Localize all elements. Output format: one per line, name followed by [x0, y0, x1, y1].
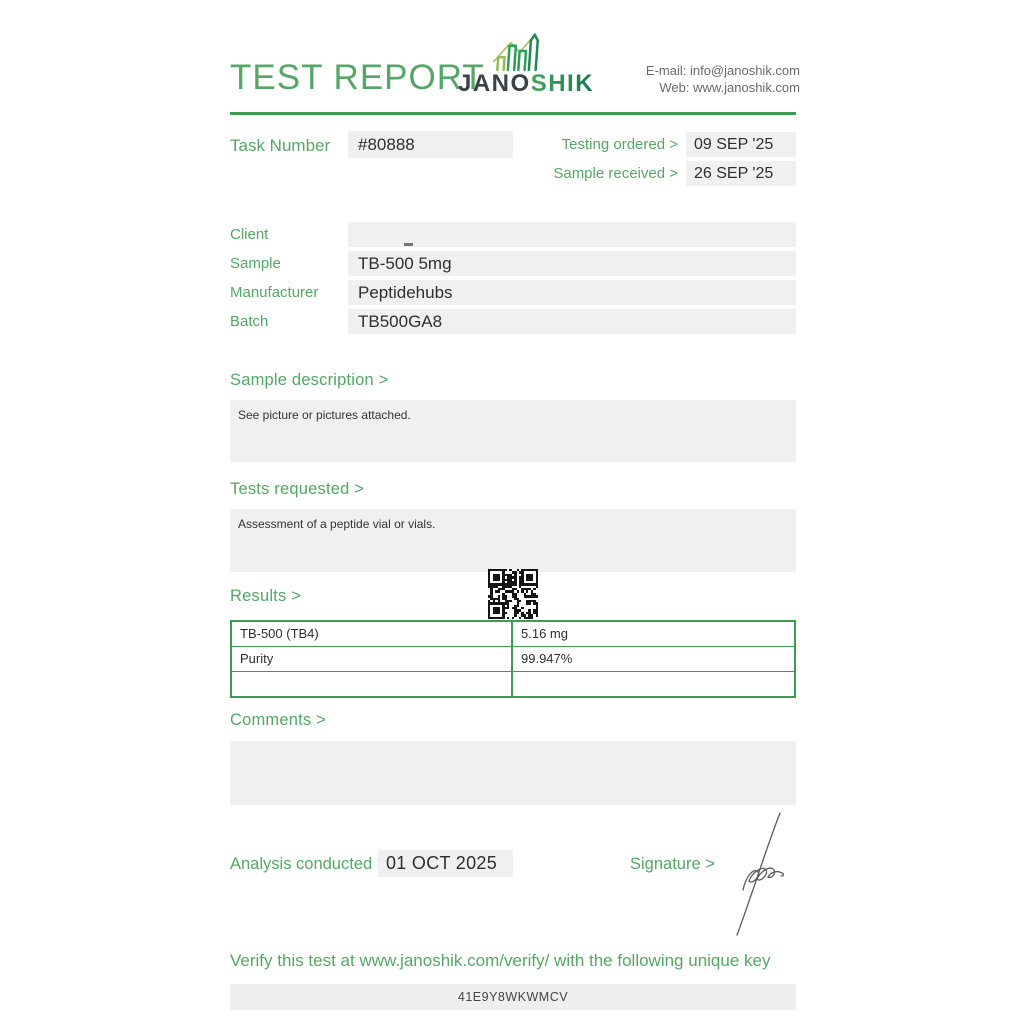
- testing-ordered-label: Testing ordered >: [561, 136, 678, 153]
- task-number-label: Task Number: [230, 136, 331, 155]
- tests-requested-box: Assessment of a peptide vial or vials.: [230, 509, 796, 572]
- bar-chart-growth-icon: [492, 33, 540, 72]
- sample-received-date: 26 SEP '25: [686, 161, 796, 186]
- table-row: Purity 99.947%: [232, 647, 794, 672]
- signature-scribble: [736, 812, 785, 936]
- logo-text-shik: SHIK: [530, 70, 595, 97]
- analysis-conducted-label: Analysis conducted >: [230, 855, 387, 873]
- sample-received-row: Sample received > 26 SEP '25: [553, 161, 796, 186]
- email-line: E-mail: info@janoshik.com: [645, 63, 800, 78]
- logo-text-jano: JANO: [458, 70, 531, 97]
- table-row: TB-500 (TB4) 5.16 mg: [232, 622, 794, 647]
- result-name: Purity: [232, 647, 513, 671]
- web-line: Web: www.janoshik.com: [659, 80, 800, 95]
- client-label: Client: [230, 226, 269, 243]
- manufacturer-label: Manufacturer: [230, 284, 319, 301]
- sample-value: TB-500 5mg: [348, 251, 796, 276]
- results-heading: Results >: [230, 587, 302, 605]
- janoshik-logo: JANOSHIK: [458, 30, 593, 97]
- manufacturer-row: Manufacturer Peptidehubs: [230, 280, 796, 305]
- batch-label: Batch: [230, 313, 269, 330]
- signature-label: Signature >: [630, 855, 715, 873]
- test-report-page: TEST REPORT JANOSHIK E-mail: info@janosh…: [230, 0, 800, 1024]
- result-value: [513, 672, 794, 696]
- analysis-date: 01 OCT 2025: [378, 850, 513, 877]
- testing-ordered-date: 09 SEP '25: [686, 132, 796, 157]
- verify-text: Verify this test at www.janoshik.com/ver…: [230, 951, 771, 970]
- sample-description-heading: Sample description >: [230, 371, 389, 389]
- result-name: [232, 672, 513, 696]
- batch-row: Batch TB500GA8: [230, 309, 796, 334]
- logo-wordmark: JANOSHIK: [458, 70, 593, 97]
- manufacturer-value: Peptidehubs: [348, 280, 796, 305]
- task-number-value: #80888: [348, 131, 513, 158]
- sample-description-box: See picture or pictures attached.: [230, 400, 796, 462]
- result-value: 5.16 mg: [521, 626, 568, 641]
- sample-row: Sample TB-500 5mg: [230, 251, 796, 276]
- batch-value: TB500GA8: [348, 309, 796, 334]
- contact-block: E-mail: info@janoshik.com Web: www.janos…: [646, 62, 800, 96]
- client-value: [348, 222, 796, 247]
- sample-received-label: Sample received >: [553, 165, 678, 182]
- comments-box: [230, 741, 796, 805]
- client-redaction-mark: [404, 243, 413, 246]
- sample-label: Sample: [230, 255, 281, 272]
- client-row: Client: [230, 222, 796, 247]
- header-divider: [230, 112, 796, 115]
- result-value: 99.947%: [521, 651, 573, 666]
- tests-requested-heading: Tests requested >: [230, 480, 365, 498]
- results-table: TB-500 (TB4) 5.16 mg Purity 99.947%: [230, 620, 796, 698]
- result-name: TB-500 (TB4): [232, 622, 513, 646]
- table-row: [232, 672, 794, 696]
- page-title: TEST REPORT: [230, 58, 485, 97]
- testing-ordered-row: Testing ordered > 09 SEP '25: [562, 132, 796, 157]
- qr-code: [488, 569, 538, 619]
- unique-key: 41E9Y8WKWMCV: [230, 984, 796, 1010]
- comments-heading: Comments >: [230, 711, 326, 729]
